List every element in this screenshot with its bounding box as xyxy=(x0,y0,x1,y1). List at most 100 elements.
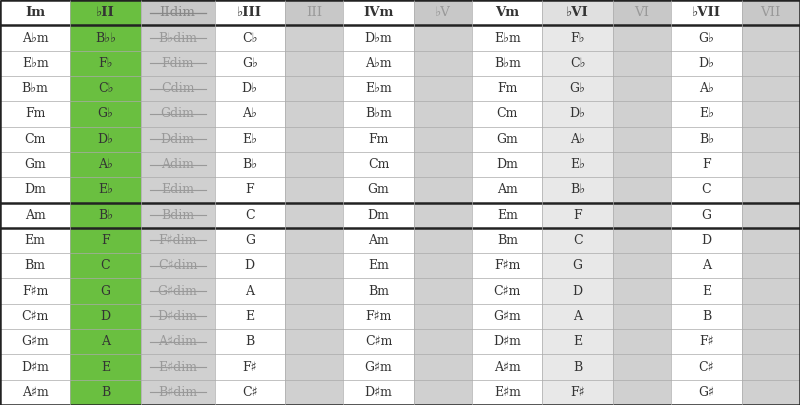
Text: G: G xyxy=(573,259,582,272)
Text: E♭: E♭ xyxy=(570,158,585,171)
Bar xyxy=(343,354,414,380)
Bar xyxy=(671,25,742,51)
Text: F: F xyxy=(574,209,582,222)
Text: G: G xyxy=(101,285,110,298)
Bar xyxy=(472,228,542,253)
Text: E: E xyxy=(246,310,254,323)
Bar xyxy=(472,279,542,304)
Text: F♯m: F♯m xyxy=(494,259,521,272)
Text: E: E xyxy=(101,360,110,373)
Bar xyxy=(141,152,214,177)
Text: Cdim: Cdim xyxy=(161,82,194,95)
Text: Fm: Fm xyxy=(25,107,46,120)
Text: Fm: Fm xyxy=(497,82,518,95)
Text: Adim: Adim xyxy=(162,158,194,171)
Bar xyxy=(542,253,613,279)
Text: Bm: Bm xyxy=(25,259,46,272)
Text: IIdim: IIdim xyxy=(160,6,195,19)
Bar xyxy=(472,304,542,329)
Bar xyxy=(141,0,214,25)
Text: C♯m: C♯m xyxy=(365,335,392,348)
Text: A♯dim: A♯dim xyxy=(158,335,197,348)
Text: G♭: G♭ xyxy=(98,107,114,120)
Bar xyxy=(70,177,141,202)
Bar xyxy=(472,329,542,354)
Bar xyxy=(414,228,472,253)
Bar xyxy=(671,76,742,101)
Bar xyxy=(285,177,343,202)
Bar xyxy=(414,152,472,177)
Bar xyxy=(0,228,70,253)
Text: G: G xyxy=(702,209,711,222)
Text: C♭: C♭ xyxy=(98,82,114,95)
Text: D♭m: D♭m xyxy=(365,32,393,45)
Bar xyxy=(343,126,414,152)
Text: Bm: Bm xyxy=(368,285,389,298)
Text: F♯: F♯ xyxy=(242,360,257,373)
Bar xyxy=(671,304,742,329)
Bar xyxy=(141,329,214,354)
Text: F♯: F♯ xyxy=(570,386,585,399)
Text: A♭: A♭ xyxy=(699,82,714,95)
Text: Vm: Vm xyxy=(495,6,519,19)
Text: E♯dim: E♯dim xyxy=(158,360,197,373)
Text: Ddim: Ddim xyxy=(161,133,194,146)
Bar xyxy=(141,51,214,76)
Text: C: C xyxy=(245,209,254,222)
Text: F♯m: F♯m xyxy=(22,285,48,298)
Bar xyxy=(214,329,285,354)
Bar xyxy=(0,0,70,25)
Bar xyxy=(70,354,141,380)
Text: Gm: Gm xyxy=(368,183,390,196)
Bar xyxy=(472,380,542,405)
Bar xyxy=(414,279,472,304)
Bar xyxy=(285,279,343,304)
Bar xyxy=(472,126,542,152)
Text: F♯dim: F♯dim xyxy=(158,234,197,247)
Bar xyxy=(0,304,70,329)
Text: D: D xyxy=(702,234,711,247)
Bar xyxy=(141,126,214,152)
Bar xyxy=(141,177,214,202)
Bar xyxy=(742,0,800,25)
Bar xyxy=(285,354,343,380)
Bar xyxy=(0,177,70,202)
Text: D: D xyxy=(573,285,582,298)
Text: A♭: A♭ xyxy=(242,107,258,120)
Bar xyxy=(613,202,671,228)
Bar xyxy=(343,0,414,25)
Text: G♯m: G♯m xyxy=(494,310,521,323)
Bar xyxy=(613,25,671,51)
Bar xyxy=(141,101,214,126)
Text: G♭: G♭ xyxy=(570,82,586,95)
Bar xyxy=(613,253,671,279)
Bar xyxy=(542,25,613,51)
Bar xyxy=(472,177,542,202)
Text: VI: VI xyxy=(634,6,650,19)
Bar xyxy=(542,101,613,126)
Text: Bm: Bm xyxy=(497,234,518,247)
Bar xyxy=(214,279,285,304)
Text: B: B xyxy=(702,310,711,323)
Bar xyxy=(141,354,214,380)
Text: Em: Em xyxy=(368,259,389,272)
Text: A♭: A♭ xyxy=(98,158,113,171)
Bar xyxy=(285,202,343,228)
Bar xyxy=(671,380,742,405)
Text: B♭: B♭ xyxy=(98,209,113,222)
Bar xyxy=(742,101,800,126)
Bar xyxy=(613,279,671,304)
Bar xyxy=(542,126,613,152)
Text: Cm: Cm xyxy=(497,107,518,120)
Text: Gm: Gm xyxy=(24,158,46,171)
Text: G♯dim: G♯dim xyxy=(158,285,198,298)
Bar xyxy=(613,354,671,380)
Bar xyxy=(141,253,214,279)
Text: B: B xyxy=(101,386,110,399)
Bar xyxy=(0,253,70,279)
Bar xyxy=(472,152,542,177)
Text: Gdim: Gdim xyxy=(161,107,194,120)
Bar xyxy=(70,329,141,354)
Text: ♭VI: ♭VI xyxy=(566,6,589,19)
Bar xyxy=(214,126,285,152)
